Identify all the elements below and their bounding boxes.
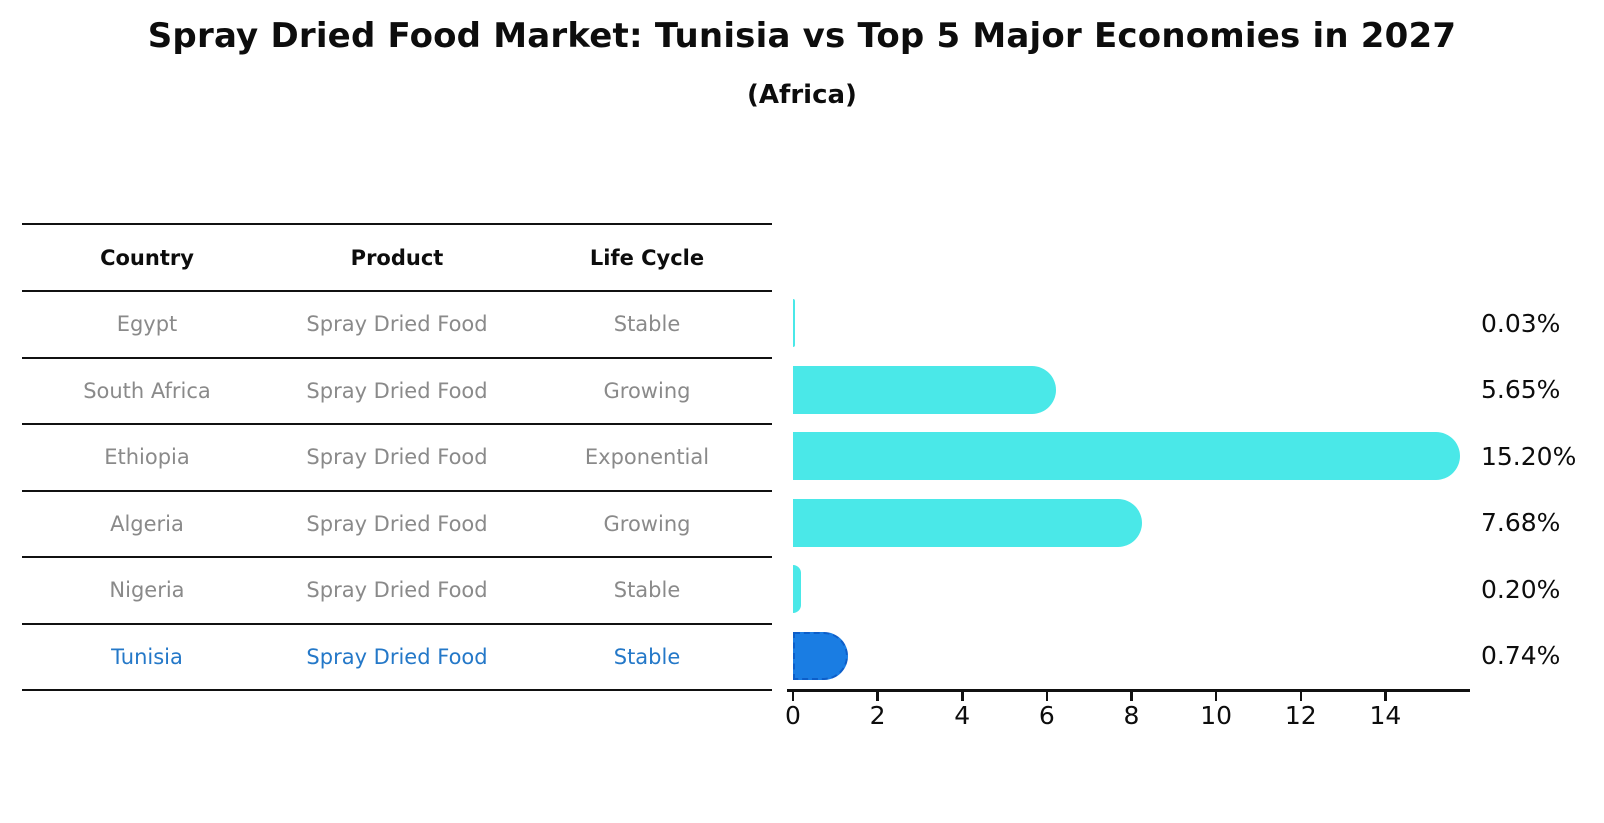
life-cycle-cell: Growing [603, 378, 691, 403]
life-cycle-cell: Stable [613, 578, 681, 603]
bar-value-label: 0.03% [1481, 308, 1561, 338]
table-row: Tunisia Spray Dried Food Stable [22, 625, 772, 691]
bar-value-label: 0.20% [1481, 574, 1561, 604]
table-row: Ethiopia Spray Dried Food Exponential [22, 425, 772, 492]
x-tick-mark [1130, 692, 1133, 701]
country-cell: Algeria [110, 511, 184, 536]
x-tick-mark [1299, 692, 1302, 701]
bar-value-label: 0.74% [1481, 641, 1561, 671]
product-cell: Spray Dried Food [306, 312, 488, 337]
x-tick-mark [961, 692, 964, 701]
table-row: Egypt Spray Dried Food Stable [22, 292, 772, 359]
x-tick-mark [1045, 692, 1049, 701]
x-tick-mark [791, 692, 795, 701]
bar-chart [793, 290, 1470, 690]
x-tick-label: 0 [785, 701, 801, 730]
chart-title: Spray Dried Food Market: Tunisia vs Top … [147, 16, 1457, 56]
x-axis-line [787, 689, 1470, 692]
x-tick-label: 4 [954, 701, 971, 730]
product-cell: Spray Dried Food [306, 578, 488, 603]
product-cell: Spray Dried Food [306, 511, 488, 536]
bar-tunisia [793, 631, 849, 680]
bar-south-africa [793, 365, 1057, 414]
table-header-row: Country Product Life Cycle [22, 223, 772, 292]
x-tick-mark [1384, 692, 1387, 701]
bar-ethiopia [793, 432, 1461, 481]
bar-egypt [793, 299, 795, 348]
country-table: Country Product Life Cycle Egypt Spray Dr… [22, 223, 772, 691]
product-cell: Spray Dried Food [306, 644, 488, 669]
country-cell: Nigeria [109, 578, 185, 603]
x-tick-label: 14 [1369, 701, 1402, 730]
bar-value-label: 5.65% [1481, 375, 1561, 405]
bar-algeria [793, 498, 1142, 547]
x-tick-label: 10 [1200, 701, 1233, 730]
bar-value-label: 7.68% [1481, 508, 1561, 538]
x-tick-mark [876, 692, 879, 701]
country-cell: Tunisia [111, 644, 183, 669]
bar-value-label: 15.20% [1481, 441, 1577, 471]
column-header-life-cycle: Life Cycle [589, 245, 705, 270]
column-header-country: Country [100, 245, 194, 270]
table-body: Egypt Spray Dried Food Stable South Africa S… [22, 292, 772, 691]
x-tick-label: 12 [1284, 701, 1317, 730]
country-cell: Ethiopia [104, 445, 190, 470]
table-row: Algeria Spray Dried Food Growing [22, 492, 772, 558]
x-tick-label: 2 [869, 701, 886, 730]
column-header-product: Product [350, 245, 444, 270]
table-row: South Africa Spray Dried Food Growing [22, 359, 772, 425]
product-cell: Spray Dried Food [306, 445, 488, 470]
life-cycle-cell: Exponential [584, 445, 710, 470]
chart-subtitle: (Africa) [747, 80, 857, 110]
table-row: Nigeria Spray Dried Food Stable [22, 558, 772, 625]
x-tick-label: 6 [1038, 701, 1055, 730]
country-cell: South Africa [83, 378, 211, 403]
life-cycle-cell: Stable [613, 312, 681, 337]
life-cycle-cell: Stable [613, 644, 681, 669]
x-tick-mark [1214, 692, 1218, 701]
x-tick-label: 8 [1123, 701, 1140, 730]
bar-nigeria [793, 565, 802, 614]
country-cell: Egypt [116, 312, 178, 337]
life-cycle-cell: Growing [603, 511, 691, 536]
product-cell: Spray Dried Food [306, 378, 488, 403]
